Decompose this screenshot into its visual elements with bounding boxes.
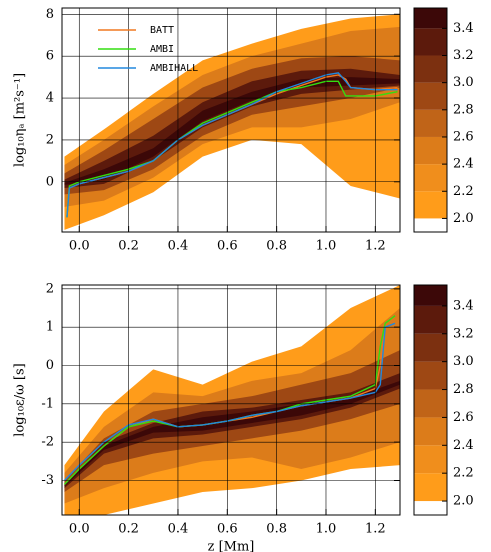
colorbar-segment (414, 82, 447, 110)
y-tick-label: -3 (41, 473, 54, 488)
colorbar-tick-label: 2.4 (453, 157, 474, 172)
x-tick-label: 0.2 (118, 522, 139, 537)
legend: BATT AMBI AMBIHALL (98, 25, 198, 74)
colorbar-segment (414, 285, 447, 306)
colorbar-segment (414, 333, 447, 362)
x-tick-label: 0.6 (217, 239, 238, 254)
colorbar-segment (414, 55, 447, 83)
plot-area (64, 14, 400, 230)
x-tick-label: 0.4 (168, 239, 189, 254)
series-line (66, 80, 398, 218)
x-tick-label: 1.0 (316, 239, 337, 254)
colorbar-tick-label: 2.8 (453, 102, 474, 117)
colorbar-tick-label: 3.2 (453, 48, 474, 63)
x-tick-label: 1.0 (316, 522, 337, 537)
colorbar-tick-label: 3.4 (453, 21, 474, 36)
y-axis-label: log₁₀ε/ω [s] (13, 363, 28, 436)
y-tick-label: 8 (46, 7, 54, 22)
colorbar-segment (414, 389, 447, 418)
colorbar-segment (414, 8, 447, 29)
colorbar-segment (414, 361, 447, 390)
colorbar-segment (414, 305, 447, 334)
colorbar-tick-label: 3.0 (453, 354, 474, 369)
x-tick-label: 0.6 (217, 522, 238, 537)
colorbar-segment (414, 191, 447, 219)
colorbar-segment (414, 473, 447, 502)
y-tick-label: 2 (46, 281, 54, 296)
colorbar-tick-label: 2.0 (453, 494, 474, 509)
x-tick-label: 0.2 (118, 239, 139, 254)
x-tick-label: 1.2 (365, 522, 386, 537)
y-axis-label: log₁₀ηₐ [m²s⁻¹] (13, 73, 28, 167)
colorbar-tick-label: 2.6 (453, 410, 474, 425)
colorbar-tick-label: 2.4 (453, 438, 474, 453)
legend-label: AMBIHALL (150, 63, 198, 74)
colorbar-frame (413, 284, 448, 516)
x-tick-label: 1.2 (365, 239, 386, 254)
colorbar-segment (414, 501, 447, 515)
colorbar-tick-label: 2.8 (453, 382, 474, 397)
colorbar-segment (414, 417, 447, 446)
series-line (66, 72, 398, 218)
x-tick-label: 0.8 (266, 522, 287, 537)
colorbar-tick-label: 3.4 (453, 298, 474, 313)
y-tick-label: 6 (46, 49, 54, 64)
x-tick-label: 0.4 (168, 522, 189, 537)
x-tick-label: 0.0 (69, 522, 90, 537)
y-tick-label: 4 (46, 91, 54, 106)
colorbar-segment (414, 28, 447, 56)
colorbar-segment (414, 109, 447, 137)
plot-area (63, 285, 400, 515)
colorbar-tick-label: 3.2 (453, 326, 474, 341)
colorbar-tick-label: 2.2 (453, 184, 474, 199)
colorbar-segment (414, 218, 447, 232)
series-line (63, 322, 396, 481)
contour-band (64, 380, 400, 487)
x-tick-label: 0.8 (266, 239, 287, 254)
colorbar-tick-label: 3.0 (453, 75, 474, 90)
colorbar-tick-label: 2.2 (453, 466, 474, 481)
legend-label: BATT (150, 25, 174, 36)
colorbar-tick-label: 2.0 (453, 211, 474, 226)
colorbar-tick-label: 2.6 (453, 129, 474, 144)
contour-band (64, 77, 400, 185)
colorbar-segment (414, 164, 447, 192)
y-tick-label: -2 (41, 435, 54, 450)
x-axis-label: z [Mm] (208, 540, 255, 552)
colorbar-segment (414, 136, 447, 165)
y-tick-label: 2 (46, 132, 54, 147)
y-tick-label: 1 (46, 320, 54, 335)
colorbar-frame (413, 7, 448, 233)
plot-frame (61, 7, 401, 233)
legend-label: AMBI (150, 44, 174, 55)
y-tick-label: 0 (46, 174, 54, 189)
y-tick-label: 0 (46, 358, 54, 373)
colorbar-segment (414, 445, 447, 474)
plot-frame (61, 284, 401, 516)
x-tick-label: 0.0 (69, 239, 90, 254)
y-tick-label: -1 (41, 396, 54, 411)
